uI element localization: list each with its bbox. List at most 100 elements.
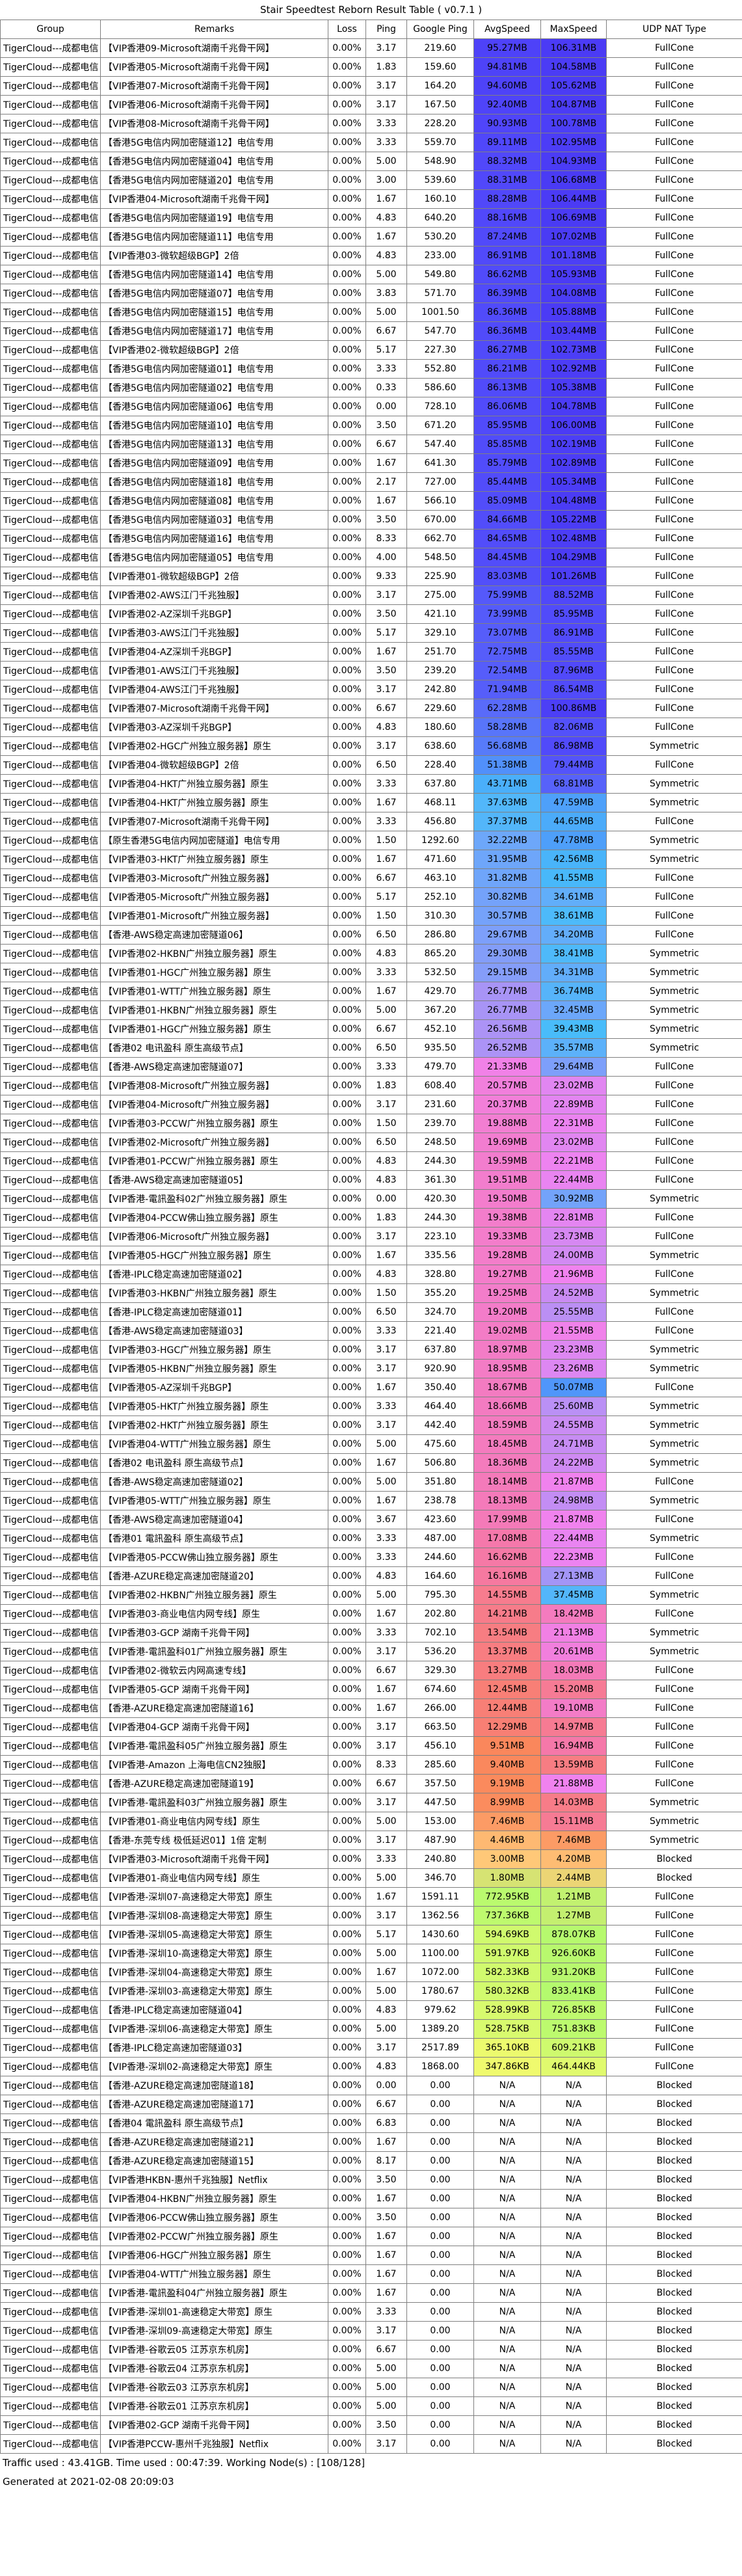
table-row: TigerCloud---成都电信 【香港5G电信内网加密隧道13】电信专用 0.0… [0,435,742,454]
cell-udp-nat-type: FullCone [606,453,742,473]
cell-google-ping: 1292.60 [406,831,474,850]
cell-max-speed: N/A [540,2246,607,2265]
cell-loss: 0.00% [328,736,366,756]
cell-udp-nat-type: FullCone [606,302,742,322]
cell-group: TigerCloud---成都电信 [0,1736,101,1756]
cell-group: TigerCloud---成都电信 [0,510,101,530]
cell-loss: 0.00% [328,246,366,265]
table-row: TigerCloud---成都电信 【VIP香港01-AWS江门千兆独服】 0.00… [0,661,742,680]
cell-remarks: 【香港5G电信内网加密隧道20】电信专用 [100,170,328,190]
cell-max-speed: 102.95MB [540,133,607,152]
cell-remarks: 【VIP香港04-WTT广州独立服务器】原生 [100,1434,328,1454]
cell-loss: 0.00% [328,2189,366,2208]
cell-avg-speed: 87.24MB [473,227,541,247]
cell-loss: 0.00% [328,1397,366,1416]
cell-group: TigerCloud---成都电信 [0,2264,101,2284]
cell-google-ping: 228.40 [406,755,474,775]
cell-loss: 0.00% [328,1321,366,1341]
cell-google-ping: 464.40 [406,1397,474,1416]
cell-avg-speed: 16.62MB [473,1548,541,1567]
cell-udp-nat-type: Symmetric [606,1415,742,1435]
cell-loss: 0.00% [328,1415,366,1435]
cell-udp-nat-type: FullCone [606,416,742,435]
cell-group: TigerCloud---成都电信 [0,2302,101,2322]
cell-ping: 1.50 [365,906,407,926]
cell-ping: 4.00 [365,548,407,567]
cell-max-speed: 107.02MB [540,227,607,247]
cell-avg-speed: 14.21MB [473,1604,541,1624]
cell-loss: 0.00% [328,1246,366,1265]
cell-group: TigerCloud---成都电信 [0,1151,101,1171]
cell-ping: 1.67 [365,850,407,869]
cell-group: TigerCloud---成都电信 [0,1057,101,1077]
cell-loss: 0.00% [328,793,366,812]
cell-ping: 3.00 [365,170,407,190]
cell-avg-speed: 8.99MB [473,1793,541,1812]
cell-remarks: 【VIP香港03-Microsoft湖南千兆骨干网】 [100,1849,328,1869]
cell-google-ping: 539.60 [406,170,474,190]
cell-loss: 0.00% [328,2246,366,2265]
table-row: TigerCloud---成都电信 【香港-AZURE稳定高速加密隧道15】 0.0… [0,2151,742,2171]
cell-max-speed: 29.64MB [540,1057,607,1077]
cell-loss: 0.00% [328,1359,366,1378]
cell-google-ping: 536.20 [406,1642,474,1661]
cell-loss: 0.00% [328,604,366,624]
cell-max-speed: 24.55MB [540,1415,607,1435]
cell-remarks: 【香港-IPLC稳定高速加密隧道02】 [100,1265,328,1284]
cell-max-speed: N/A [540,2189,607,2208]
cell-udp-nat-type: FullCone [606,2038,742,2058]
cell-google-ping: 1868.00 [406,2057,474,2076]
table-row: TigerCloud---成都电信 【香港02 电讯盈科 原生高级节点】 0.00%… [0,1038,742,1058]
cell-group: TigerCloud---成都电信 [0,963,101,982]
table-row: TigerCloud---成都电信 【VIP香港02-HKBN广州独立服务器】原生… [0,1585,742,1605]
cell-loss: 0.00% [328,76,366,96]
cell-avg-speed: 13.37MB [473,1642,541,1661]
cell-udp-nat-type: Symmetric [606,1793,742,1812]
cell-remarks: 【香港-AWS稳定高速加密隧道05】 [100,1170,328,1190]
cell-group: TigerCloud---成都电信 [0,567,101,586]
cell-ping: 1.67 [365,491,407,511]
table-row: TigerCloud---成都电信 【VIP香港05-GCP 湖南千兆骨干网】 0.… [0,1680,742,1699]
cell-remarks: 【香港-AWS稳定高速加密隧道03】 [100,1321,328,1341]
cell-group: TigerCloud---成都电信 [0,1868,101,1888]
cell-group: TigerCloud---成都电信 [0,793,101,812]
cell-avg-speed: 7.46MB [473,1812,541,1831]
cell-loss: 0.00% [328,2378,366,2397]
cell-loss: 0.00% [328,472,366,492]
cell-max-speed: N/A [540,2340,607,2359]
cell-udp-nat-type: FullCone [606,1680,742,1699]
cell-loss: 0.00% [328,963,366,982]
cell-avg-speed: 19.51MB [473,1170,541,1190]
cell-max-speed: N/A [540,2170,607,2190]
cell-loss: 0.00% [328,1378,366,1397]
table-row: TigerCloud---成都电信 【香港5G电信内网加密隧道17】电信专用 0.0… [0,321,742,341]
cell-avg-speed: 86.36MB [473,302,541,322]
cell-google-ping: 223.10 [406,1227,474,1246]
cell-avg-speed: 591.97KB [473,1944,541,1963]
cell-avg-speed: 88.16MB [473,208,541,228]
cell-google-ping: 0.00 [406,2208,474,2227]
cell-google-ping: 662.70 [406,529,474,548]
table-row: TigerCloud---成都电信 【VIP香港04-PCCW佛山独立服务器】原生… [0,1208,742,1228]
cell-google-ping: 242.80 [406,680,474,699]
cell-remarks: 【VIP香港01-商业电信内网专线】原生 [100,1868,328,1888]
cell-google-ping: 935.50 [406,1038,474,1058]
cell-udp-nat-type: FullCone [606,1981,742,2001]
cell-udp-nat-type: Symmetric [606,1359,742,1378]
cell-udp-nat-type: Blocked [606,1868,742,1888]
cell-max-speed: 34.61MB [540,887,607,907]
cell-ping: 3.17 [365,1642,407,1661]
cell-avg-speed: N/A [473,2170,541,2190]
cell-udp-nat-type: Blocked [606,2302,742,2322]
cell-avg-speed: N/A [473,2151,541,2171]
cell-max-speed: 106.31MB [540,38,607,58]
cell-google-ping: 2517.89 [406,2038,474,2058]
cell-ping: 5.00 [365,2378,407,2397]
cell-remarks: 【VIP香港-谷歌云04 江苏京东机房】 [100,2359,328,2378]
cell-ping: 1.67 [365,1680,407,1699]
cell-avg-speed: 29.67MB [473,925,541,945]
cell-google-ping: 244.60 [406,1548,474,1567]
table-row: TigerCloud---成都电信 【VIP香港05-HKT广州独立服务器】原生 0… [0,1397,742,1416]
cell-avg-speed: 26.56MB [473,1019,541,1039]
cell-avg-speed: N/A [473,2359,541,2378]
